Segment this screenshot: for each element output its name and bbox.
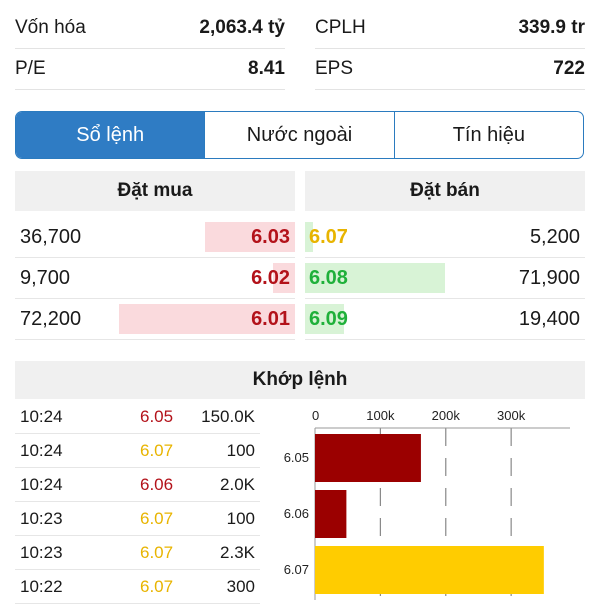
trade-row[interactable]: 10:24 6.07 100 <box>15 434 260 468</box>
trade-row[interactable]: 10:22 6.07 300 <box>15 570 260 604</box>
x-tick-label: 100k <box>366 408 395 423</box>
trade-volume: 300 <box>226 576 255 596</box>
trade-row[interactable]: 10:24 6.05 150.0K <box>15 400 260 434</box>
price-category-label: 6.05 <box>284 450 309 465</box>
price-category-label: 6.07 <box>284 562 309 577</box>
stat-label: CPLH <box>315 17 366 38</box>
buy-volume-bar <box>118 304 295 334</box>
buy-price: 6.01 <box>251 307 290 330</box>
sell-volume-bar <box>305 263 445 293</box>
trade-price: 6.07 <box>140 508 174 528</box>
trade-time: 10:23 <box>20 508 63 528</box>
trade-time: 10:22 <box>20 576 63 596</box>
trade-volume: 2.0K <box>220 474 255 494</box>
trade-volume: 100 <box>226 440 255 460</box>
price-category-label: 6.06 <box>284 506 309 521</box>
matched-orders-header: Khớp lệnh <box>15 361 585 399</box>
trade-row[interactable]: 10:24 6.06 2.0K <box>15 468 260 502</box>
stat-value: 2,063.4 tỷ <box>199 17 285 38</box>
stat-pe: P/E 8.41 <box>15 49 285 90</box>
stat-value: 722 <box>553 58 585 79</box>
buy-order-row[interactable]: 72,200 6.01 <box>15 299 295 340</box>
buy-volume: 9,700 <box>20 266 71 289</box>
sell-order-row[interactable]: 6.07 5,200 <box>305 217 585 258</box>
buy-price: 6.03 <box>251 225 290 248</box>
trade-price: 6.05 <box>140 406 174 426</box>
buy-header: Đặt mua <box>15 171 295 211</box>
trade-price: 6.07 <box>140 440 174 460</box>
trade-price: 6.06 <box>140 474 174 494</box>
trade-volume: 2.3K <box>220 542 255 562</box>
buy-volume-bar <box>205 222 295 252</box>
tab-signals[interactable]: Tín hiệu <box>393 112 583 158</box>
stat-label: EPS <box>315 58 354 79</box>
buy-order-row[interactable]: 9,700 6.02 <box>15 258 295 299</box>
stat-value: 8.41 <box>248 58 285 79</box>
volume-by-price-chart: 0 100k 200k 300k 6.05 6.06 6.07 <box>284 408 570 600</box>
trade-time: 10:24 <box>20 474 63 494</box>
volume-bar[interactable] <box>315 434 421 482</box>
trade-price: 6.07 <box>140 542 174 562</box>
buy-volume: 36,700 <box>20 225 82 248</box>
trade-time: 10:23 <box>20 542 63 562</box>
x-tick-label: 0 <box>312 408 319 423</box>
stat-eps: EPS 722 <box>315 49 585 90</box>
trade-volume: 150.0K <box>201 406 255 426</box>
sell-volume-bar <box>305 222 314 252</box>
segmented-tabs: Sổ lệnh Nước ngoài Tín hiệu <box>15 111 584 159</box>
sell-price: 6.07 <box>309 225 348 248</box>
stat-label: Vốn hóa <box>15 17 86 38</box>
stat-market-cap: Vốn hóa 2,063.4 tỷ <box>15 8 285 49</box>
trade-row[interactable]: 10:23 6.07 2.3K <box>15 536 260 570</box>
volume-bar[interactable] <box>315 490 347 538</box>
sell-volume-bar <box>305 304 345 334</box>
trade-volume: 100 <box>226 508 255 528</box>
sell-header: Đặt bán <box>305 171 585 211</box>
sell-volume: 71,900 <box>518 266 580 289</box>
trade-row[interactable]: 10:23 6.07 100 <box>15 502 260 536</box>
sell-price: 6.08 <box>309 266 348 289</box>
buy-price: 6.02 <box>251 266 290 289</box>
trade-time: 10:24 <box>20 440 63 460</box>
trade-price: 6.07 <box>140 576 174 596</box>
sell-volume: 19,400 <box>518 307 580 330</box>
tab-order-book[interactable]: Sổ lệnh <box>16 112 205 158</box>
stat-shares-outstanding: CPLH 339.9 tr <box>315 8 585 49</box>
x-tick-label: 200k <box>432 408 461 423</box>
stat-value: 339.9 tr <box>518 17 585 38</box>
trade-time: 10:24 <box>20 406 63 426</box>
stat-label: P/E <box>15 58 46 79</box>
sell-price: 6.09 <box>309 307 348 330</box>
buy-order-row[interactable]: 36,700 6.03 <box>15 217 295 258</box>
sell-volume: 5,200 <box>529 225 580 248</box>
sell-order-row[interactable]: 6.08 71,900 <box>305 258 585 299</box>
x-tick-label: 300k <box>497 408 526 423</box>
buy-volume-bar <box>272 263 295 293</box>
buy-volume: 72,200 <box>20 307 82 330</box>
sell-order-row[interactable]: 6.09 19,400 <box>305 299 585 340</box>
tab-foreign[interactable]: Nước ngoài <box>204 112 393 158</box>
volume-bar[interactable] <box>315 546 544 594</box>
